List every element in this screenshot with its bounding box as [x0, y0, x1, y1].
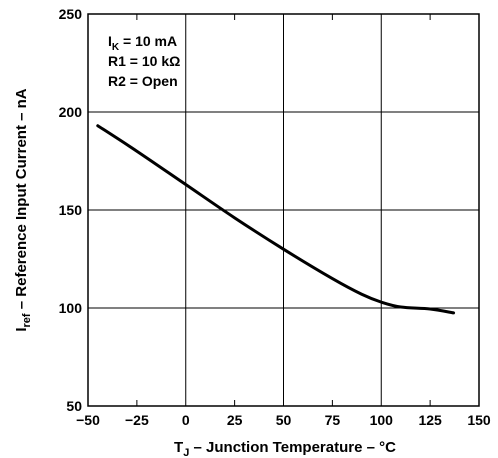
y-tick-label: 100: [59, 300, 83, 316]
x-tick-label: −50: [76, 412, 100, 428]
y-tick-label: 200: [59, 104, 83, 120]
x-tick-label: 125: [418, 412, 442, 428]
x-tick-label: 150: [467, 412, 491, 428]
y-tick-label: 150: [59, 202, 83, 218]
annotation-r2: R2 = Open: [108, 73, 178, 89]
annotation-ik: IK = 10 mA: [108, 33, 177, 53]
x-axis-label: TJ – Junction Temperature – °C: [174, 439, 396, 458]
annotation-box: IK = 10 mA R1 = 10 kΩ R2 = Open: [108, 33, 180, 89]
x-tick-labels: −50 −25 0 25 50 75 100 125 150: [76, 412, 491, 428]
y-tick-label: 250: [59, 6, 83, 22]
x-tick-label: 0: [182, 412, 190, 428]
y-tick-labels: 50 100 150 200 250: [59, 6, 83, 414]
annotation-r1: R1 = 10 kΩ: [108, 53, 180, 69]
series-line: [96, 124, 456, 315]
x-tick-label: −25: [125, 412, 149, 428]
y-axis-label: Iref – Reference Input Current – nA: [13, 88, 33, 331]
x-tick-label: 25: [227, 412, 243, 428]
x-tick-label: 75: [325, 412, 341, 428]
grid-lines: [88, 14, 479, 406]
y-tick-label: 50: [66, 398, 82, 414]
x-tick-label: 50: [276, 412, 292, 428]
x-tick-label: 100: [370, 412, 394, 428]
plot-frame: [87, 13, 480, 407]
